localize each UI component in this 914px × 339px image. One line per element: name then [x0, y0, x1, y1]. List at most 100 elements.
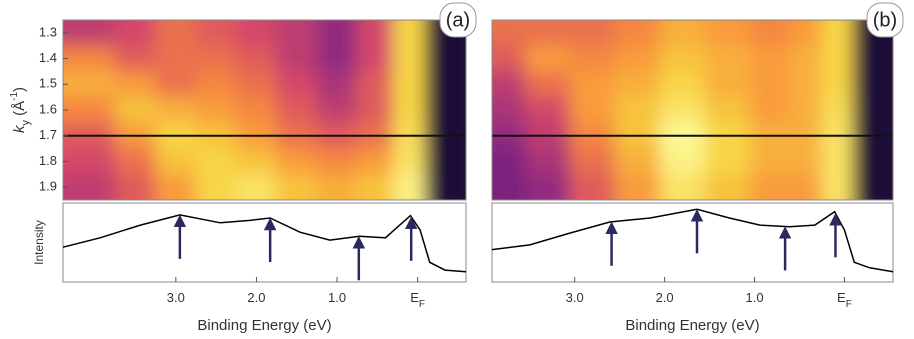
- heatmap-cell: [524, 45, 571, 72]
- heatmap-cell: [852, 70, 893, 98]
- heatmap-cell: [356, 20, 394, 47]
- label-part: -1: [9, 92, 20, 101]
- panel-label: (a): [446, 9, 470, 31]
- heatmap-cell: [195, 45, 237, 72]
- tick-part: E: [837, 290, 846, 305]
- heatmap-cell: [235, 70, 278, 98]
- heatmap-cell: [524, 173, 571, 200]
- heatmap-cell: [821, 20, 854, 47]
- heatmap-cell: [569, 148, 616, 175]
- tick-part: E: [410, 290, 419, 305]
- heatmap-cell: [392, 173, 427, 200]
- heatmap-cell: [63, 45, 116, 72]
- heatmap-cell: [790, 70, 823, 98]
- y-tick-label: 1.8: [39, 153, 57, 168]
- heatmap-cell: [852, 173, 893, 200]
- heatmap-cell: [524, 148, 571, 175]
- heatmap-cell: [356, 70, 394, 98]
- label-part: k: [11, 124, 28, 133]
- heatmap-cell: [356, 173, 394, 200]
- heatmap-cell: [235, 20, 278, 47]
- y-axis-label: Intensity: [32, 220, 46, 265]
- heatmap-cell: [63, 70, 116, 98]
- heatmap-cells: [492, 20, 893, 200]
- heatmap-cell: [749, 45, 792, 72]
- heatmap-cell: [235, 173, 278, 200]
- heatmap-cell: [569, 45, 616, 72]
- x-tick-label: 3.0: [566, 290, 584, 305]
- heatmap-cell: [492, 173, 526, 200]
- heatmap-cell: [276, 148, 318, 175]
- heatmap-cell: [614, 173, 661, 200]
- spectrum-line: [491, 208, 894, 273]
- heatmap-cell: [659, 173, 706, 200]
- label-part: (Å: [11, 101, 28, 120]
- heatmap-cell: [659, 96, 706, 124]
- heatmap-cell: [704, 173, 751, 200]
- spectrum-frame: [62, 202, 467, 283]
- heatmap-cell: [276, 45, 318, 72]
- heatmap-cell: [852, 148, 893, 175]
- tick-part: 3.0: [167, 290, 185, 305]
- y-axis-label: ky (Å-1): [9, 87, 32, 133]
- heatmap-cell: [63, 173, 116, 200]
- y-tick-label: 1.6: [39, 101, 57, 116]
- heatmap-cell: [63, 20, 116, 47]
- heatmap-cell: [790, 173, 823, 200]
- heatmap-cell: [614, 45, 661, 72]
- heatmap-cell: [821, 148, 854, 175]
- heatmap-cell: [195, 70, 237, 98]
- y-tick-label: 1.3: [39, 24, 57, 39]
- heatmap-cell: [155, 148, 197, 175]
- heatmap-cell: [316, 96, 358, 124]
- tick-part: F: [846, 299, 852, 310]
- label-part: ): [11, 87, 28, 92]
- heatmap-cell: [569, 96, 616, 124]
- heatmap-cell: [155, 45, 197, 72]
- tick-part: 1.0: [328, 290, 346, 305]
- heatmap-cell: [614, 96, 661, 124]
- spectrum-frame: [491, 202, 894, 283]
- heatmap-cell: [392, 45, 427, 72]
- heatmap-cell: [790, 148, 823, 175]
- heatmap-cell: [659, 148, 706, 175]
- x-tick-label: 1.0: [745, 290, 763, 305]
- heatmap-cell: [821, 173, 854, 200]
- heatmap-cell: [524, 96, 571, 124]
- heatmap-cell: [821, 45, 854, 72]
- heatmap-cell: [821, 70, 854, 98]
- heatmap-cell: [425, 96, 466, 124]
- heatmap-cell: [392, 96, 427, 124]
- heatmap-cell: [821, 96, 854, 124]
- tick-part: 2.0: [247, 290, 265, 305]
- heatmap-cell: [749, 96, 792, 124]
- y-tick-label: 1.5: [39, 76, 57, 91]
- heatmap-cell: [704, 70, 751, 98]
- heatmap-cell: [235, 148, 278, 175]
- heatmap-cell: [749, 173, 792, 200]
- heatmap-cell: [276, 173, 318, 200]
- heatmap-cell: [316, 20, 358, 47]
- y-tick-label: 1.9: [39, 179, 57, 194]
- y-tick-label: 1.4: [39, 50, 57, 65]
- heatmap-cell: [524, 70, 571, 98]
- tick-part: 2.0: [656, 290, 674, 305]
- heatmap-cell: [392, 148, 427, 175]
- heatmap-cell: [155, 20, 197, 47]
- heatmap-cell: [492, 148, 526, 175]
- heatmap-cell: [316, 173, 358, 200]
- heatmap-cell: [659, 70, 706, 98]
- tick-part: 3.0: [566, 290, 584, 305]
- heatmap-cell: [155, 173, 197, 200]
- heatmap-cell: [195, 20, 237, 47]
- heatmap-cell: [749, 148, 792, 175]
- heatmap-cell: [316, 148, 358, 175]
- panel-label-box: [866, 2, 904, 38]
- heatmap-cell: [569, 70, 616, 98]
- heatmap-cell: [392, 70, 427, 98]
- heatmap-cell: [704, 20, 751, 47]
- heatmap-cell: [63, 96, 116, 124]
- heatmap-cell: [704, 96, 751, 124]
- heatmap-cell: [749, 20, 792, 47]
- heatmap-cell: [704, 45, 751, 72]
